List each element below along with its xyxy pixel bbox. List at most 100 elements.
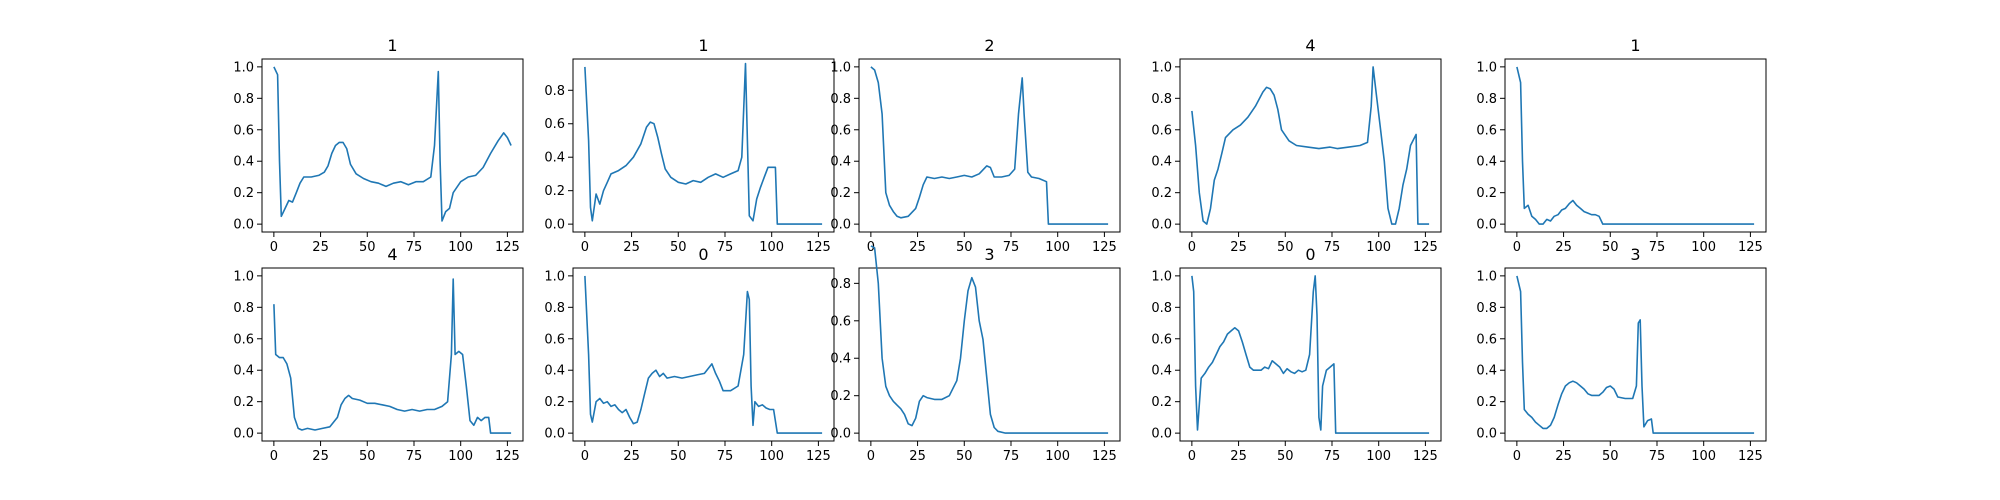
- y-tick-label: 0.0: [544, 427, 565, 442]
- series-line: [273, 278, 512, 434]
- series-line: [1191, 275, 1430, 434]
- x-tick-label: 0: [1188, 449, 1196, 464]
- x-tick-label: 0: [581, 449, 589, 464]
- y-tick-label: 1.0: [1476, 269, 1497, 284]
- subplot-title: 1: [698, 36, 708, 55]
- subplot-1: 1 0 25 50 75 100 125 0.0 0.2 0.4 0.6 0.8 1.0: [233, 36, 524, 255]
- series-line: [273, 66, 512, 222]
- x-tick-label: 25: [1230, 449, 1247, 464]
- axes-frame: [572, 267, 835, 442]
- x-tick-label: 25: [312, 240, 329, 255]
- y-tick-label: 0.0: [1476, 218, 1497, 233]
- x-tick-label: 25: [623, 449, 640, 464]
- y-tick-label: 0.0: [1476, 427, 1497, 442]
- x-tick-label: 50: [359, 240, 376, 255]
- axes-frame: [261, 267, 524, 442]
- x-tick-label: 100: [1045, 449, 1070, 464]
- x-tick-label: 100: [448, 449, 473, 464]
- y-tick-label: 0.6: [233, 123, 254, 138]
- x-tick-label: 25: [312, 449, 329, 464]
- x-tick-label: 0: [270, 449, 278, 464]
- subplot-4: 4 0 25 50 75 100 125 0.0 0.2 0.4 0.6 0.8 1.0: [1151, 36, 1442, 255]
- x-tick-label: 50: [1602, 449, 1619, 464]
- subplot-title: 4: [387, 245, 397, 264]
- y-tick-label: 0.4: [1476, 364, 1497, 379]
- series-line: [584, 62, 823, 225]
- x-tick-label: 0: [1513, 449, 1521, 464]
- x-tick-label: 100: [1045, 240, 1070, 255]
- x-tick-label: 125: [1092, 240, 1117, 255]
- y-tick-label: 0.4: [1151, 155, 1172, 170]
- x-tick-label: 0: [1513, 240, 1521, 255]
- subplot-title: 1: [1630, 36, 1640, 55]
- x-tick-label: 125: [495, 449, 520, 464]
- x-tick-label: 75: [717, 449, 734, 464]
- y-tick-label: 0.6: [1151, 123, 1172, 138]
- y-tick-label: 0.0: [233, 218, 254, 233]
- y-tick-label: 0.6: [1151, 332, 1172, 347]
- x-tick-label: 25: [1555, 449, 1572, 464]
- y-tick-label: 1.0: [1151, 60, 1172, 75]
- y-tick-label: 0.4: [544, 151, 565, 166]
- subplot-2: 1 0 25 50 75 100 125 0.0 0.2 0.4 0.6 0.8: [544, 36, 835, 255]
- y-tick-label: 1.0: [1476, 60, 1497, 75]
- y-tick-label: 0.0: [544, 218, 565, 233]
- axes-frame: [261, 58, 524, 233]
- x-tick-label: 50: [670, 449, 687, 464]
- x-tick-label: 125: [806, 449, 831, 464]
- axes-frame: [858, 267, 1121, 442]
- x-tick-label: 100: [1366, 449, 1391, 464]
- subplot-title: 3: [1630, 245, 1640, 264]
- x-tick-label: 25: [909, 240, 926, 255]
- y-tick-label: 0.0: [1151, 427, 1172, 442]
- y-tick-label: 0.8: [1151, 92, 1172, 107]
- x-tick-label: 75: [1003, 449, 1020, 464]
- y-tick-label: 0.4: [1476, 155, 1497, 170]
- y-tick-label: 0.8: [1476, 92, 1497, 107]
- axes-frame: [1504, 58, 1767, 233]
- x-tick-label: 50: [956, 240, 973, 255]
- y-tick-label: 0.4: [830, 155, 851, 170]
- y-tick-label: 0.2: [544, 395, 565, 410]
- x-tick-label: 100: [1691, 240, 1716, 255]
- subplot-title: 1: [387, 36, 397, 55]
- x-tick-label: 75: [1324, 240, 1341, 255]
- series-line: [1191, 66, 1430, 225]
- axes-frame: [858, 58, 1121, 233]
- y-tick-label: 0.0: [1151, 218, 1172, 233]
- series-line: [870, 66, 1109, 225]
- y-tick-label: 0.2: [233, 186, 254, 201]
- x-tick-label: 100: [759, 449, 784, 464]
- subplot-title: 0: [1305, 245, 1315, 264]
- subplot-9: 0 0 25 50 75 100 125 0.0 0.2 0.4 0.6 0.8 1.0: [1151, 245, 1442, 464]
- x-tick-label: 75: [1003, 240, 1020, 255]
- y-tick-label: 1.0: [233, 269, 254, 284]
- y-tick-label: 1.0: [233, 60, 254, 75]
- y-tick-label: 0.2: [1151, 186, 1172, 201]
- subplot-title: 3: [984, 245, 994, 264]
- y-tick-label: 0.6: [830, 123, 851, 138]
- y-tick-label: 1.0: [544, 269, 565, 284]
- y-tick-label: 0.6: [544, 117, 565, 132]
- x-tick-label: 25: [1230, 240, 1247, 255]
- y-tick-label: 0.0: [830, 427, 851, 442]
- y-tick-label: 0.4: [544, 364, 565, 379]
- subplot-8: 3 0 25 50 75 100 125 0.0 0.2 0.4 0.6 0.8: [830, 245, 1121, 464]
- y-tick-label: 0.8: [830, 277, 851, 292]
- series-line: [1516, 66, 1755, 225]
- x-tick-label: 75: [1649, 449, 1666, 464]
- y-tick-label: 0.4: [233, 155, 254, 170]
- y-tick-label: 0.8: [544, 301, 565, 316]
- x-tick-label: 50: [359, 449, 376, 464]
- x-tick-label: 0: [581, 240, 589, 255]
- y-tick-label: 0.6: [830, 314, 851, 329]
- y-tick-label: 1.0: [1151, 269, 1172, 284]
- y-tick-label: 0.2: [1151, 395, 1172, 410]
- y-tick-label: 0.2: [1476, 395, 1497, 410]
- y-tick-label: 0.6: [1476, 332, 1497, 347]
- y-tick-label: 0.8: [830, 92, 851, 107]
- x-tick-label: 125: [1413, 240, 1438, 255]
- y-tick-label: 0.2: [544, 184, 565, 199]
- x-tick-label: 0: [1188, 240, 1196, 255]
- x-tick-label: 125: [495, 240, 520, 255]
